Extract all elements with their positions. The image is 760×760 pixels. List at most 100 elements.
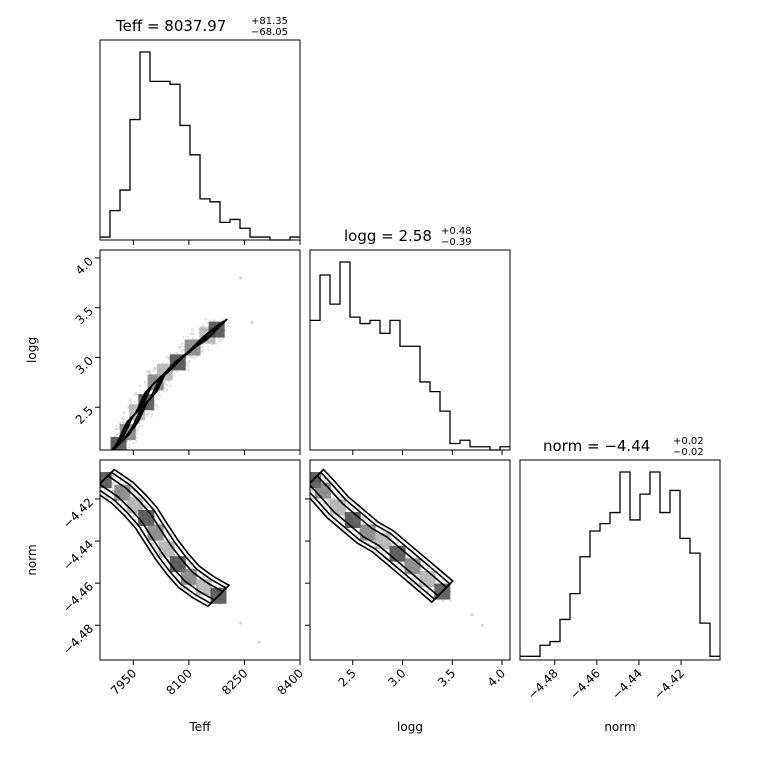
title-logg: logg = 2.58 xyxy=(344,227,432,245)
sample-point xyxy=(117,506,120,509)
sample-point xyxy=(129,440,132,443)
y-tick-label-norm: −4.42 xyxy=(60,495,96,531)
scatter-panel-logg-norm xyxy=(303,459,511,661)
scatter-panel-teff-norm xyxy=(96,459,301,661)
sample-point xyxy=(136,432,139,436)
sample-point xyxy=(217,340,221,343)
sample-point xyxy=(332,497,335,500)
sample-point xyxy=(341,520,344,523)
sample-point xyxy=(323,478,327,481)
sample-point xyxy=(147,412,150,415)
sample-point xyxy=(222,338,225,341)
sample-point xyxy=(303,484,305,486)
sample-point xyxy=(155,395,158,398)
sample-point xyxy=(132,515,135,518)
sample-point xyxy=(127,406,130,409)
sample-point xyxy=(176,352,179,355)
sample-point xyxy=(179,345,182,348)
density-cell xyxy=(310,472,321,488)
sample-point xyxy=(382,551,385,554)
panel-frame xyxy=(309,459,511,661)
sample-point xyxy=(123,418,126,421)
sample-point xyxy=(191,337,194,340)
sample-point xyxy=(187,369,190,372)
sample-point xyxy=(370,542,373,545)
outlier-point xyxy=(250,321,254,325)
density-cell xyxy=(158,541,175,558)
sample-point xyxy=(191,356,194,359)
sample-point xyxy=(207,345,210,349)
title-norm-lower: −0.02 xyxy=(673,447,704,458)
sample-point xyxy=(442,599,445,602)
sample-point xyxy=(360,542,363,545)
sample-point xyxy=(200,350,203,353)
sample-point xyxy=(191,330,194,333)
sample-point xyxy=(167,357,170,360)
sample-point xyxy=(138,421,141,425)
sample-point xyxy=(151,409,154,413)
sample-point xyxy=(413,577,416,580)
panel-frame xyxy=(99,39,301,241)
sample-point xyxy=(319,500,322,503)
sample-point xyxy=(120,502,123,506)
sample-point xyxy=(323,479,326,483)
sample-point xyxy=(219,338,223,341)
sample-point xyxy=(303,479,305,481)
density-cell xyxy=(404,558,421,575)
sample-point xyxy=(115,424,118,427)
sample-point xyxy=(131,441,135,444)
sample-point xyxy=(111,484,115,487)
sample-point xyxy=(360,516,363,519)
title-norm: norm = −4.44 xyxy=(543,437,650,455)
sample-point xyxy=(161,389,164,393)
sample-point xyxy=(150,413,154,416)
sample-point xyxy=(138,384,142,387)
x-tick-label-logg: 3.5 xyxy=(435,666,458,689)
x-tick-label-teff: 8400 xyxy=(275,666,306,697)
sample-point xyxy=(155,547,158,550)
sample-point xyxy=(136,428,140,431)
sample-point xyxy=(366,520,369,523)
sample-point xyxy=(181,350,184,353)
density-cell xyxy=(314,482,331,499)
sample-point xyxy=(186,365,190,368)
sample-point xyxy=(182,335,185,339)
sample-point xyxy=(156,550,159,553)
sample-point xyxy=(117,432,121,435)
sample-point xyxy=(165,388,169,391)
sample-point xyxy=(117,428,120,431)
contour-level-3 xyxy=(100,468,231,608)
sample-point xyxy=(367,542,371,545)
histogram-teff xyxy=(100,51,300,241)
sample-point xyxy=(364,517,367,520)
sample-point xyxy=(341,527,344,530)
sample-point xyxy=(202,576,205,579)
sample-point xyxy=(189,593,192,596)
xlabel-teff: Teff xyxy=(189,720,212,734)
sample-point xyxy=(396,563,399,566)
sample-point xyxy=(418,587,421,591)
density-cell xyxy=(147,524,164,541)
x-tick-label-logg: 4.0 xyxy=(485,666,508,689)
sample-point xyxy=(139,530,142,533)
sample-point xyxy=(385,528,389,531)
density-cell xyxy=(389,545,406,562)
x-tick-label-logg: 3.0 xyxy=(385,666,408,689)
x-tick-label-norm: −4.48 xyxy=(525,666,561,702)
sample-point xyxy=(128,446,131,449)
sample-point xyxy=(96,472,98,474)
panel-content xyxy=(96,468,261,644)
sample-point xyxy=(326,498,330,502)
panel-content xyxy=(110,276,254,455)
sample-point xyxy=(111,487,114,490)
density-cell xyxy=(195,579,212,596)
sample-point xyxy=(201,323,204,326)
sample-point xyxy=(112,453,114,455)
sample-point xyxy=(207,348,210,351)
sample-point xyxy=(188,562,191,565)
x-tick-label-logg: 2.5 xyxy=(336,666,359,689)
sample-point xyxy=(151,543,155,546)
panel-content xyxy=(303,468,484,627)
sample-point xyxy=(333,497,337,500)
sample-point xyxy=(213,318,216,322)
